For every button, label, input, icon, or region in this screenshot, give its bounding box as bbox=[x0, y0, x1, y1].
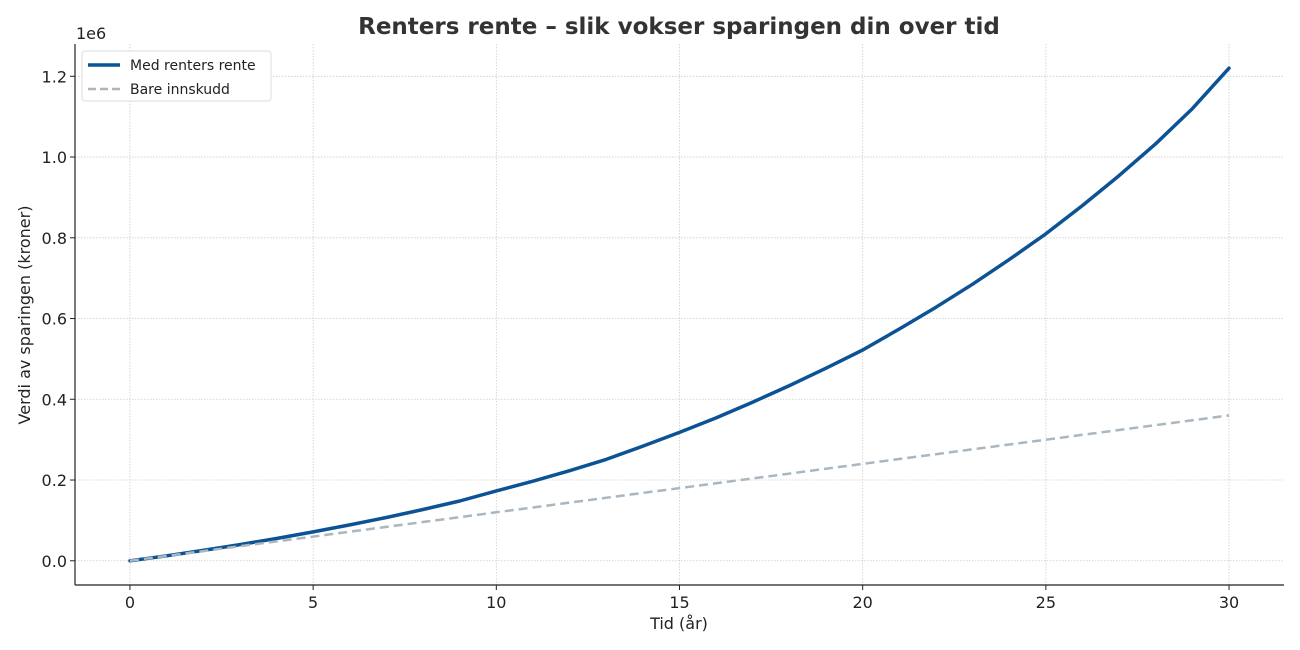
y-tick-label: 1.0 bbox=[42, 148, 67, 167]
y-tick-label: 1.2 bbox=[42, 67, 67, 86]
series-line-1 bbox=[128, 66, 1231, 563]
legend-box bbox=[81, 50, 272, 102]
y-tick-label: 0.8 bbox=[42, 229, 67, 248]
x-tick-label: 30 bbox=[1219, 593, 1239, 612]
x-axis-label: Tid (år) bbox=[649, 614, 708, 633]
y-tick-label: 0.6 bbox=[42, 310, 67, 329]
tick-labels: 0 5 10 15 20 25 30 0.0 0.2 0.4 0.6 0.8 1.0 1.2 bbox=[42, 67, 1240, 612]
x-tick-label: 20 bbox=[853, 593, 873, 612]
y-axis-offset-label: 1e6 bbox=[76, 24, 106, 43]
series-layer bbox=[128, 66, 1231, 563]
gridlines bbox=[75, 44, 1284, 585]
legend-label-1: Med renters rente bbox=[130, 58, 256, 74]
axes bbox=[70, 44, 1284, 590]
x-tick-label: 15 bbox=[669, 593, 689, 612]
y-axis-label: Verdi av sparingen (kroner) bbox=[15, 206, 34, 425]
legend: Med renters rente Bare innskudd bbox=[81, 50, 272, 102]
y-tick-label: 0.4 bbox=[42, 390, 67, 409]
legend-label-2: Bare innskudd bbox=[130, 82, 230, 98]
x-tick-label: 10 bbox=[486, 593, 506, 612]
y-tick-label: 0.2 bbox=[42, 471, 67, 490]
y-tick-label: 0.0 bbox=[42, 552, 67, 571]
x-tick-label: 5 bbox=[308, 593, 318, 612]
chart-title: Renters rente – slik vokser sparingen di… bbox=[358, 14, 1000, 40]
series-line-2 bbox=[129, 414, 1230, 563]
x-tick-label: 25 bbox=[1036, 593, 1056, 612]
x-tick-label: 0 bbox=[125, 593, 135, 612]
